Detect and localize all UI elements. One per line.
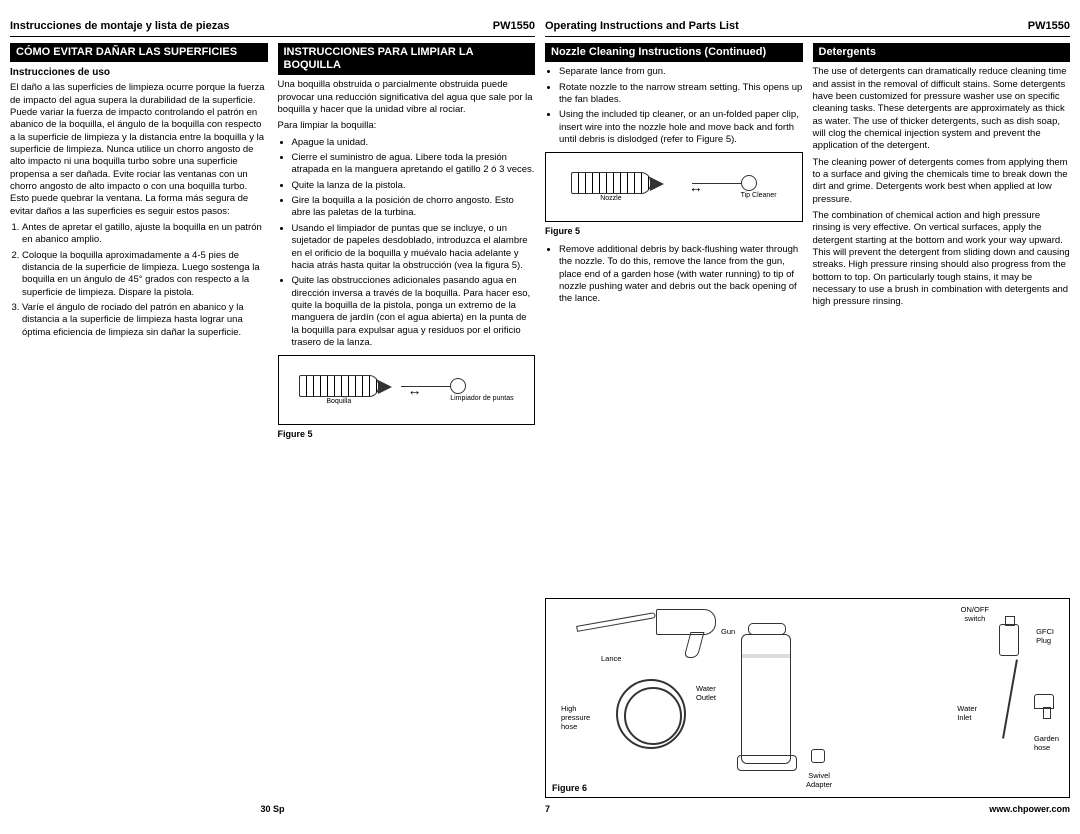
bullets-nozzle-top: Separate lance from gun. Rotate nozzle t… xyxy=(545,66,803,146)
bullet-item: Remove additional debris by back-flushin… xyxy=(559,244,803,306)
tip-cleaner-icon xyxy=(741,175,757,191)
nozzle-icon xyxy=(571,172,651,194)
section-title-surfaces: CÓMO EVITAR DAÑAR LAS SUPERFICIES xyxy=(10,43,268,62)
right-col1: Nozzle Cleaning Instructions (Continued)… xyxy=(545,43,803,592)
figure5-es: Boquilla ↔ Limpiador de puntas xyxy=(278,355,536,425)
fig-label-cleaner: Limpiador de puntas xyxy=(450,394,513,403)
gun-icon xyxy=(656,609,716,635)
detergent-p2: The cleaning power of detergents comes f… xyxy=(813,157,1071,206)
fig6-caption: Figure 6 xyxy=(552,783,587,793)
left-columns: CÓMO EVITAR DAÑAR LAS SUPERFICIES Instru… xyxy=(10,43,535,798)
intro-para: El daño a las superficies de limpieza oc… xyxy=(10,82,268,218)
footer-page-num: 30 Sp xyxy=(260,804,284,814)
hose-icon xyxy=(616,679,686,749)
step-item: Coloque la boquilla aproximadamente a 4-… xyxy=(22,250,268,299)
bullet-item: Quite las obstrucciones adicionales pasa… xyxy=(292,275,536,349)
label-hp-hose: High pressure hose xyxy=(561,704,590,731)
section-title-boquilla: INSTRUCCIONES PARA LIMPIAR LA BOQUILLA xyxy=(278,43,536,75)
header-title: Instrucciones de montaje y lista de piez… xyxy=(10,20,229,32)
footer-page-num: 7 xyxy=(545,804,550,814)
fig-label-cleaner: Tip Cleaner xyxy=(741,191,777,200)
header-model: PW1550 xyxy=(1028,20,1070,32)
bullet-item: Separate lance from gun. xyxy=(559,66,803,78)
steps-list: Antes de apretar el gatillo, ajuste la b… xyxy=(10,222,268,339)
bullet-item: Usando el limpiador de puntas que se inc… xyxy=(292,223,536,272)
arrow-icon: ↔ xyxy=(689,178,703,196)
header-model: PW1550 xyxy=(493,20,535,32)
section-title-nozzle: Nozzle Cleaning Instructions (Continued) xyxy=(545,43,803,62)
adapter-icon xyxy=(811,749,825,763)
tip-cleaner-icon xyxy=(450,378,466,394)
figure5-en: Nozzle ↔ Tip Cleaner xyxy=(545,152,803,222)
intro-boquilla: Una boquilla obstruida o parcialmente ob… xyxy=(278,79,536,116)
pressure-washer-icon xyxy=(741,634,791,764)
bullet-item: Using the included tip cleaner, or an un… xyxy=(559,109,803,146)
label-gfci: GFCI Plug xyxy=(1036,627,1054,645)
left-col2: INSTRUCCIONES PARA LIMPIAR LA BOQUILLA U… xyxy=(278,43,536,798)
bullets-boquilla: Apague la unidad. Cierre el suministro d… xyxy=(278,137,536,350)
label-water-inlet: Water Inlet xyxy=(957,704,977,722)
arrow-icon: ↔ xyxy=(408,381,422,399)
detergent-p1: The use of detergents can dramatically r… xyxy=(813,66,1071,152)
footer-url: www.chpower.com xyxy=(989,804,1070,814)
plug-icon xyxy=(999,624,1019,656)
right-page: Operating Instructions and Parts List PW… xyxy=(545,20,1070,814)
lance-icon xyxy=(576,612,656,632)
right-col2: Detergents The use of detergents can dra… xyxy=(813,43,1071,592)
header-title: Operating Instructions and Parts List xyxy=(545,20,739,32)
right-footer: 7 www.chpower.com xyxy=(545,804,1070,814)
step-item: Varíe el ángulo de rociado del patrón en… xyxy=(22,302,268,339)
step-item: Antes de apretar el gatillo, ajuste la b… xyxy=(22,222,268,247)
fig-label-nozzle: Boquilla xyxy=(299,397,379,406)
page-header-left: Instrucciones de montaje y lista de piez… xyxy=(10,20,535,37)
left-col1: CÓMO EVITAR DAÑAR LAS SUPERFICIES Instru… xyxy=(10,43,268,798)
label-water-outlet: Water Outlet xyxy=(696,684,716,702)
label-gun: Gun xyxy=(721,627,735,636)
section-title-detergents: Detergents xyxy=(813,43,1071,62)
bullet-item: Rotate nozzle to the narrow stream setti… xyxy=(559,82,803,107)
lead-boquilla: Para limpiar la boquilla: xyxy=(278,120,536,132)
label-swivel: Swivel Adapter xyxy=(806,771,832,789)
nozzle-icon xyxy=(299,375,379,397)
bullet-item: Quite la lanza de la pistola. xyxy=(292,180,536,192)
bullet-item: Apague la unidad. xyxy=(292,137,536,149)
label-lance: Lance xyxy=(601,654,621,663)
left-page: Instrucciones de montaje y lista de piez… xyxy=(10,20,535,814)
right-columns: Nozzle Cleaning Instructions (Continued)… xyxy=(545,43,1070,592)
left-footer: 30 Sp xyxy=(10,804,535,814)
cord-icon xyxy=(1002,659,1018,738)
page-header-right: Operating Instructions and Parts List PW… xyxy=(545,20,1070,37)
label-onoff: ON/OFF switch xyxy=(961,605,989,623)
fig5-caption-en: Figure 5 xyxy=(545,226,803,238)
bullets-nozzle-bottom: Remove additional debris by back-flushin… xyxy=(545,244,803,306)
detergent-p3: The combination of chemical action and h… xyxy=(813,210,1071,309)
faucet-icon xyxy=(1034,694,1054,709)
fig-label-nozzle: Nozzle xyxy=(571,194,651,203)
bullet-item: Gire la boquilla a la posición de chorro… xyxy=(292,195,536,220)
figure6: Gun Lance High pressure hose Water Outle… xyxy=(545,598,1070,798)
bullet-item: Cierre el suministro de agua. Libere tod… xyxy=(292,152,536,177)
fig5-caption-es: Figure 5 xyxy=(278,429,536,441)
subheader-uso: Instrucciones de uso xyxy=(10,66,268,79)
label-garden-hose: Garden hose xyxy=(1034,734,1059,752)
